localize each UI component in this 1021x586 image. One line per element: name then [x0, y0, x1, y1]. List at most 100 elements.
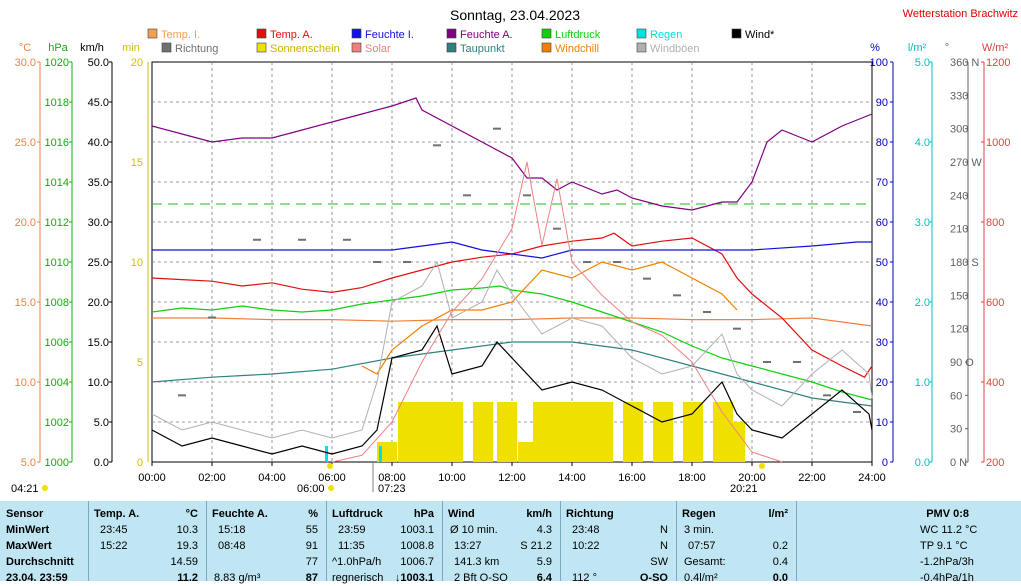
y-tick-label: 20.0	[15, 217, 36, 229]
sunshine-bar	[623, 402, 643, 462]
cell-time: 13:27	[454, 540, 482, 552]
y-tick-label: 150	[950, 290, 968, 302]
x-tick-label: 18:00	[678, 472, 706, 484]
legend-label: Richtung	[175, 43, 218, 55]
axis-unit: W/m²	[982, 42, 1009, 54]
series-luftdruck	[151, 285, 873, 401]
row-label: 23.04. 23:59	[6, 572, 68, 584]
x-tick-label: 08:00	[378, 472, 406, 484]
x-tick-label: 00:00	[138, 472, 166, 484]
cell-value: O-SO	[639, 572, 668, 584]
y-tick-label: 15	[131, 157, 143, 169]
cell-value: 0.2	[772, 540, 788, 552]
direction-point	[373, 261, 381, 263]
marker-sunset: 20:21	[730, 483, 758, 495]
direction-point	[643, 277, 651, 280]
y-tick-label: 10	[131, 257, 143, 269]
y-tick-label: 1200	[986, 57, 1010, 69]
cell-value: 6.4	[536, 572, 552, 584]
row-label: MinWert	[6, 524, 50, 536]
series-temp-a	[151, 232, 873, 378]
direction-point	[463, 194, 471, 197]
hdr-pmv: PMV 0:8	[926, 508, 969, 520]
y-tick-label: 3.0	[915, 217, 930, 229]
cell-value: 5.9	[536, 556, 552, 568]
direction-point	[793, 361, 801, 363]
unit-temp: °C	[185, 508, 198, 520]
legend-swatch	[446, 28, 457, 39]
legend-swatch	[541, 42, 552, 53]
y-tick-label: 30.0	[15, 57, 36, 69]
cell-value: N	[660, 540, 668, 552]
y-tick-label: 25.0	[88, 257, 109, 269]
x-tick-label: 06:00	[318, 472, 346, 484]
hdr-wind: Wind	[448, 508, 475, 520]
axis-unit: min	[122, 42, 140, 54]
y-tick-label: 10.0	[15, 377, 36, 389]
y-tick-label: 90	[876, 97, 888, 109]
legend-swatch	[541, 28, 552, 39]
y-tick-label: 1000	[45, 457, 69, 469]
y-tick-label: 1002	[45, 417, 69, 429]
direction-points	[178, 127, 861, 413]
y-tick-label: 30	[876, 337, 888, 349]
series-taupunkt	[151, 341, 873, 407]
y-tick-label: 1014	[45, 177, 69, 189]
legend: Temp. I. Temp. A. Feuchte I. Feuchte A. Luft…	[147, 28, 775, 55]
y-tick-label: 15.0	[15, 297, 36, 309]
y-tick-label: 20	[876, 377, 888, 389]
series-windb-en	[151, 260, 873, 439]
cell-value: 19.3	[176, 540, 198, 552]
weather-chart: Sonntag, 23.04.2023 Wetterstation Brachw…	[11, 7, 1018, 495]
hdr-richtung: Richtung	[566, 508, 614, 520]
unit-regen: l/m²	[768, 508, 788, 520]
y-tick-label: 1.0	[915, 377, 930, 389]
axis-units: °C hPa km/h min% l/m² ° W/m²	[19, 42, 1009, 54]
direction-point	[823, 394, 831, 397]
y-tick-label: 40.0	[88, 137, 109, 149]
y-tick-label: 0 N	[950, 457, 967, 469]
direction-point	[178, 394, 186, 397]
y-tick-label: 1018	[45, 97, 69, 109]
x-tick-label: 24:00	[858, 472, 886, 484]
marker-daystart: 04:21	[11, 483, 39, 495]
legend-swatch	[636, 28, 647, 39]
direction-point	[763, 361, 771, 363]
axis-unit: l/m²	[908, 42, 927, 54]
cell-value: 4.3	[536, 524, 552, 536]
axis-unit: °C	[19, 42, 31, 54]
legend-swatch	[731, 28, 742, 39]
y-tick-label: 800	[986, 217, 1004, 229]
axis-unit: °	[945, 42, 949, 54]
direction-point	[493, 127, 501, 130]
y-tick-label: 2.0	[915, 297, 930, 309]
legend-swatch	[446, 42, 457, 53]
y-tick-label: 600	[986, 297, 1004, 309]
y-tick-label: 360 N	[950, 57, 979, 69]
cell-time: 2 Bft O-SO	[454, 572, 508, 584]
hdr-regen: Regen	[682, 508, 716, 520]
cell-value: 87	[305, 572, 318, 584]
y-axes: 30.025.020.015.010.05.010201018101610141…	[15, 57, 1011, 469]
sun-icon	[328, 485, 334, 491]
pmv-value: -1.2hPa/3h	[920, 556, 974, 568]
y-tick-label: 5.0	[915, 57, 930, 69]
legend-label: Regen	[650, 29, 682, 41]
y-tick-label: 1020	[45, 57, 69, 69]
series-windchill	[361, 261, 738, 375]
y-tick-label: 4.0	[915, 137, 930, 149]
y-tick-label: 30.0	[88, 217, 109, 229]
marker-sunrise: 06:00	[297, 483, 325, 495]
legend-label: Sonnenschein	[270, 43, 340, 55]
cell-value: 0.0	[772, 572, 788, 584]
sunshine-bar	[473, 402, 493, 462]
series-wind	[151, 324, 873, 455]
y-tick-label: 300	[950, 124, 968, 136]
grid	[151, 61, 873, 463]
y-tick-label: 70	[876, 177, 888, 189]
col-feuchte: Feuchte A. % 15:18 55 08:48 91 77 8.83 g…	[212, 501, 322, 584]
cell-value: 0.4	[772, 556, 788, 568]
legend-label: Solar	[365, 43, 391, 55]
cell-time: Ø 10 min.	[450, 524, 498, 536]
y-tick-label: 0	[137, 457, 143, 469]
